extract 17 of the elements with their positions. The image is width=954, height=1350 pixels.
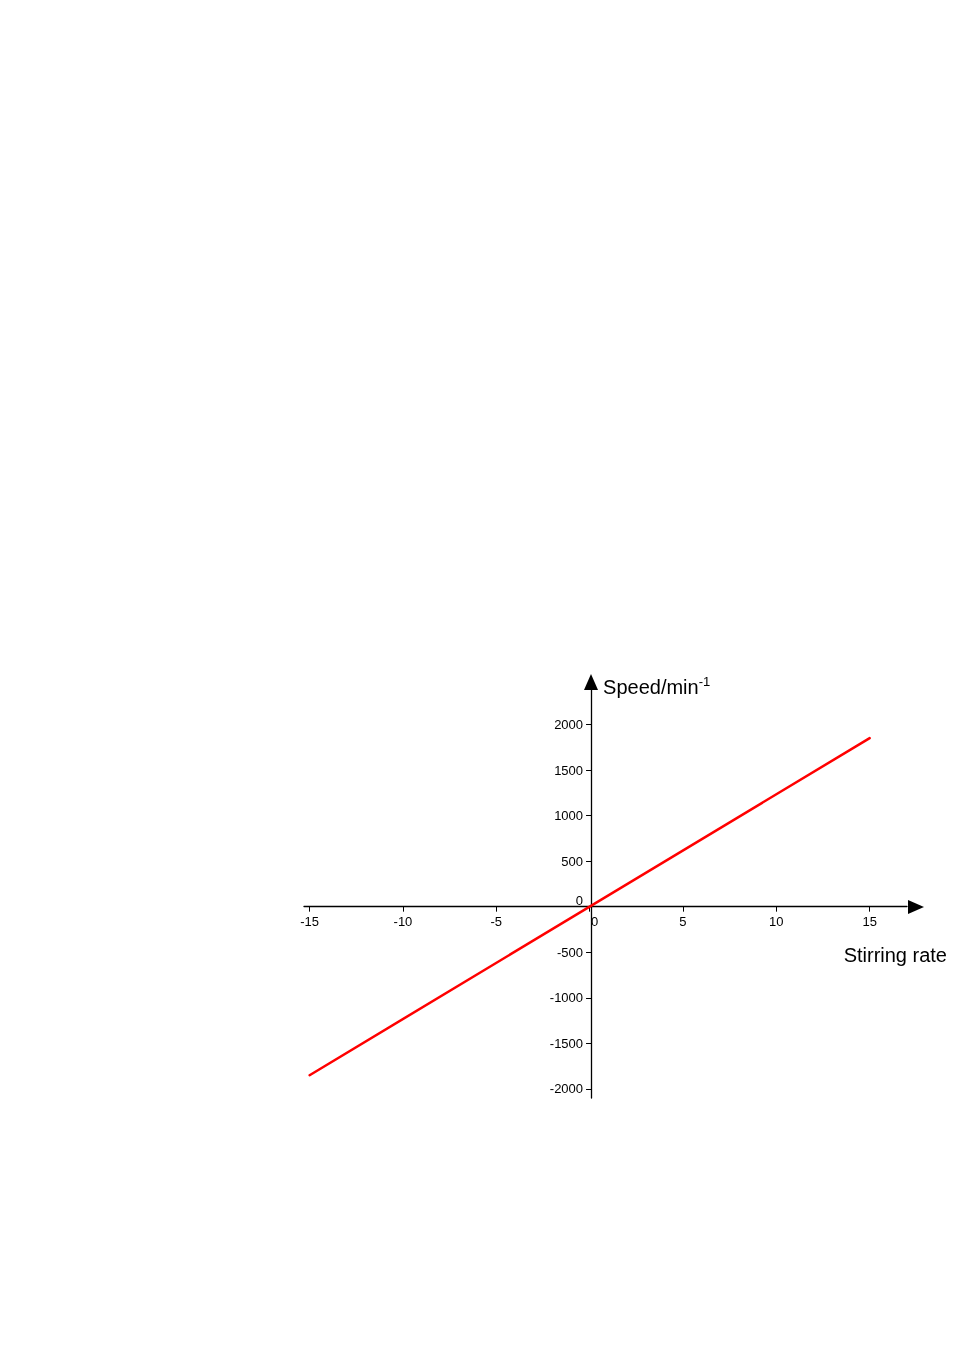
x-tick-label: 10 <box>769 913 784 929</box>
x-tick-label: 5 <box>679 913 687 929</box>
y-tick-label: 1000 <box>554 808 584 824</box>
y-tick-label: -2000 <box>549 1081 584 1097</box>
y-tick-label: 2000 <box>554 716 584 732</box>
y-tick-label: 500 <box>561 853 584 869</box>
x-tick-label: -10 <box>393 913 413 929</box>
y-tick-label: -500 <box>557 944 584 960</box>
x-tick-label: -5 <box>490 913 503 929</box>
x-axis-title: Stirring rate <box>843 943 947 966</box>
x-tick-label: 0 <box>591 913 599 929</box>
y-tick-label: -1500 <box>549 1035 584 1051</box>
y-tick-label: 0 <box>575 893 584 909</box>
y-tick-label: -1000 <box>549 990 584 1006</box>
y-tick-label: 1500 <box>554 762 584 778</box>
x-tick-label: 15 <box>862 913 877 929</box>
x-tick-label: -15 <box>300 913 319 929</box>
